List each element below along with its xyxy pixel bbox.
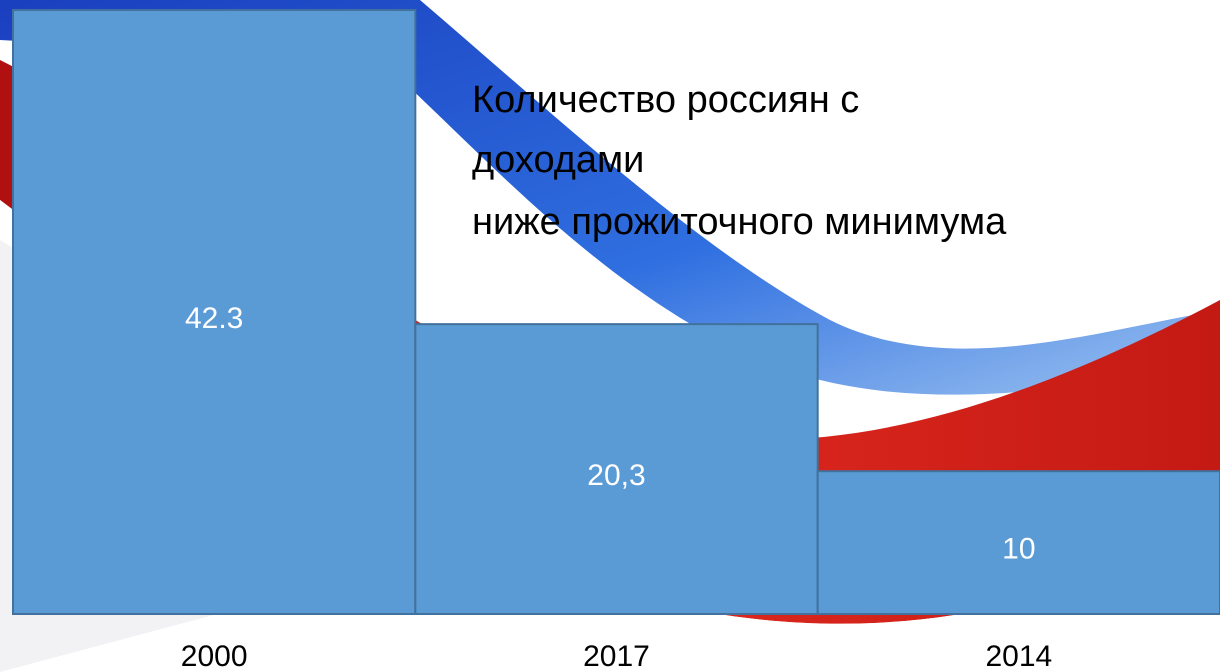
x-tick-label: 2000 xyxy=(181,640,248,672)
value-label: 42.3 xyxy=(185,302,243,335)
chart-title: доходами xyxy=(472,139,644,181)
value-label: 20,3 xyxy=(587,459,645,492)
bar xyxy=(414,323,819,615)
x-tick-label: 2014 xyxy=(985,640,1052,672)
bar xyxy=(816,470,1220,615)
chart-title: ниже прожиточного минимума xyxy=(472,201,1007,243)
chart-title: Количество россиян с xyxy=(472,79,859,121)
x-tick-label: 2017 xyxy=(583,640,650,672)
bar xyxy=(12,9,417,615)
value-label: 10 xyxy=(1002,533,1035,566)
